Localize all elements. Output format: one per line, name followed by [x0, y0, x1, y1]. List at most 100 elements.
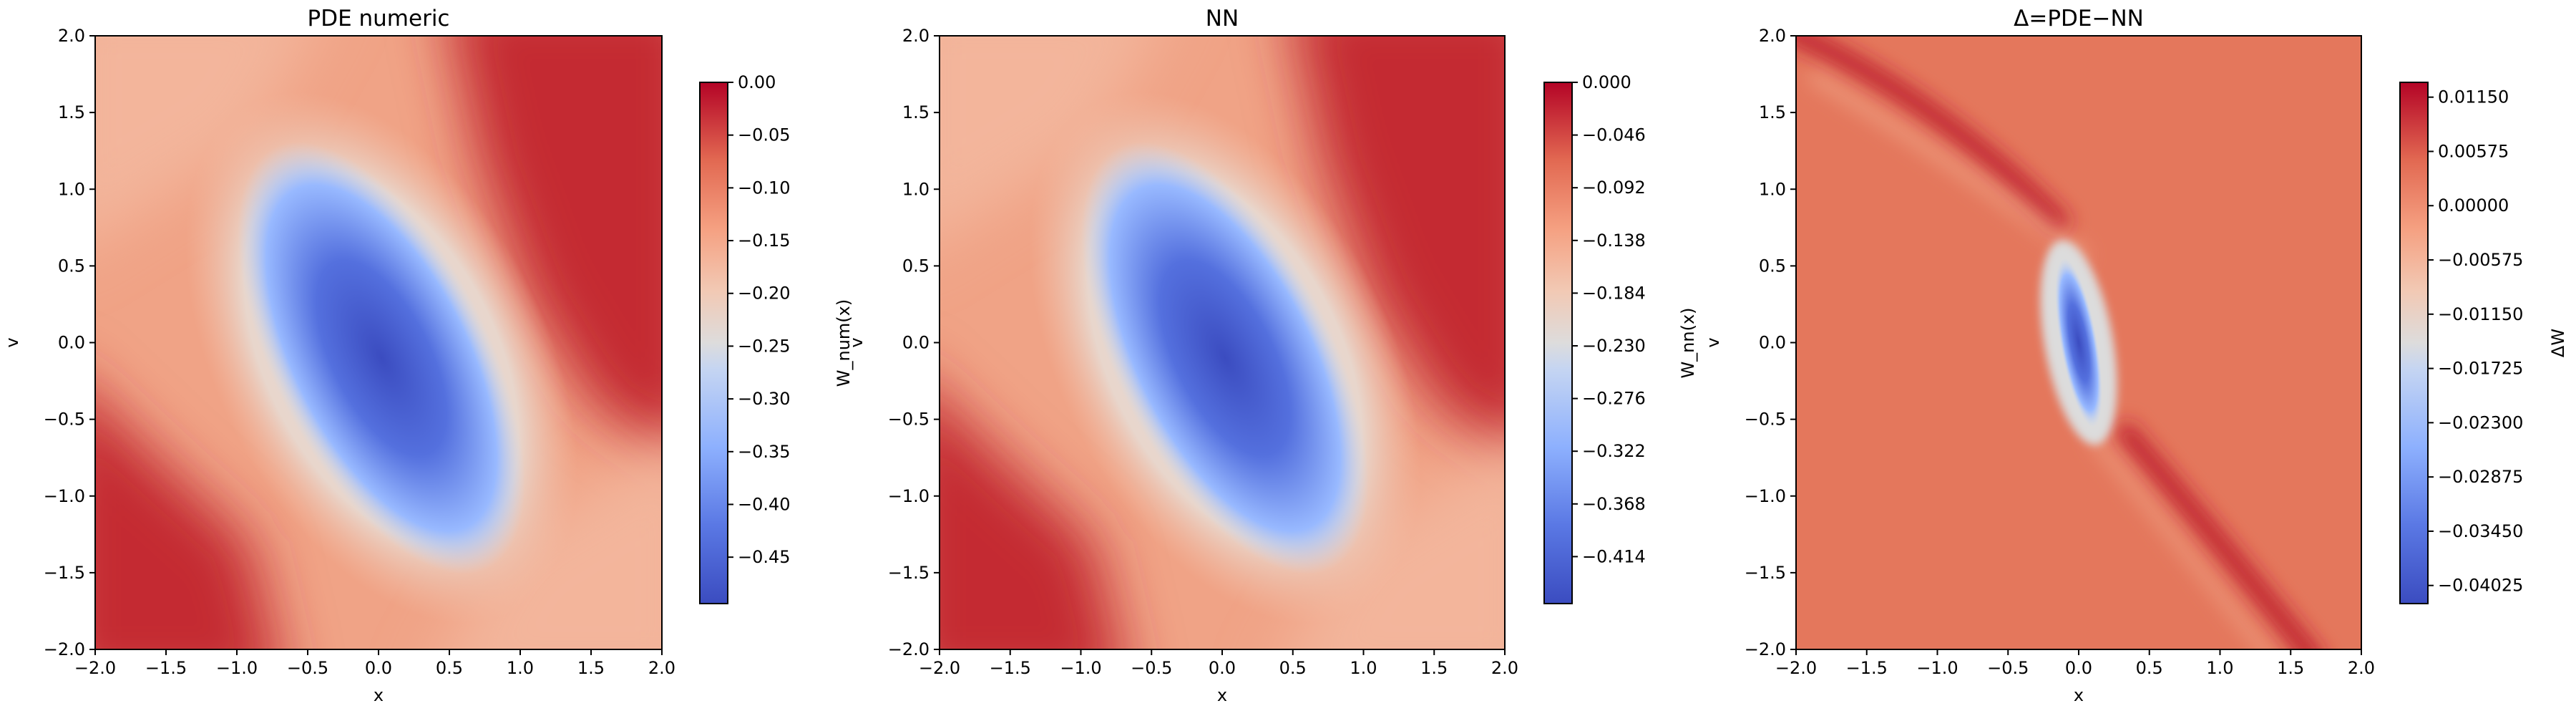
heatmap-core [2054, 258, 2103, 427]
y-tick-label: 0.0 [902, 333, 930, 353]
heatmap [940, 36, 1505, 649]
colorbar-tick-label: −0.322 [1582, 441, 1646, 461]
y-tick-label: −1.0 [1745, 486, 1786, 506]
y-tick-label: −0.5 [888, 410, 930, 430]
y-tick-label: 0.0 [58, 333, 85, 353]
y-axis-label: v [847, 337, 867, 347]
colorbar-tick-label: −0.00575 [2438, 250, 2523, 270]
y-tick-label: −0.5 [1745, 410, 1786, 430]
colorbar-tick-label: −0.40 [738, 494, 791, 514]
y-axis-label: v [2, 337, 22, 347]
x-tick-label: 0.0 [365, 658, 392, 678]
heatmap-streak [2089, 432, 2270, 649]
x-tick-label: 0.0 [2065, 658, 2092, 678]
colorbar-tick-label: −0.046 [1582, 125, 1646, 145]
heatmap-region [940, 36, 1155, 240]
heatmap-streak [2114, 420, 2319, 649]
x-tick-label: 1.0 [507, 658, 534, 678]
colorbar-tick-label: −0.02300 [2438, 412, 2523, 432]
y-tick-label: 1.5 [902, 102, 930, 122]
colorbar-tick-label: −0.368 [1582, 494, 1646, 514]
heatmap-streak [1796, 36, 2072, 234]
x-axis-label: x [1217, 685, 1227, 705]
x-tick-label: 1.5 [1420, 658, 1448, 678]
y-tick-label: 2.0 [1759, 26, 1786, 46]
x-tick-label: −0.5 [287, 658, 328, 678]
panel: Δ=PDE−NN −2.0 −1.5 −1.0 −0.5 0.0 0.5 1.0 1.5 2.0 −… [1703, 6, 2568, 705]
y-tick-label: 1.0 [1759, 179, 1786, 199]
colorbar-tick-label: −0.05 [738, 125, 791, 145]
colorbar-tick-label: −0.15 [738, 231, 791, 251]
x-tick-label: 2.0 [1491, 658, 1518, 678]
y-tick-label: −0.5 [44, 410, 85, 430]
x-tick-label: 0.5 [2136, 658, 2163, 678]
x-axis-label: x [2074, 685, 2084, 705]
y-tick-label: −2.0 [1745, 639, 1786, 659]
colorbar-tick-label: −0.01725 [2438, 359, 2523, 379]
heatmap-streak [1807, 69, 2089, 263]
x-tick-label: 1.5 [577, 658, 605, 678]
heatmap-region [95, 398, 276, 649]
colorbar-tick-label: −0.138 [1582, 231, 1646, 251]
colorbar-tick-label: −0.184 [1582, 283, 1646, 303]
panel: NN −2.0 −1.5 −1.0 −0.5 0.0 0.5 1.0 1.5 2.0 −2.0 −1.… [847, 6, 1698, 705]
y-tick-label: −1.0 [44, 486, 85, 506]
panel: PDE numeric −2.0 −1.5 −1.0 −0.5 0.0 0.5 1.0 1.5 2… [2, 6, 854, 705]
y-tick-label: −1.5 [44, 563, 85, 583]
colorbar [1543, 82, 1573, 604]
x-axis-label: x [374, 685, 384, 705]
heatmap-region [452, 36, 662, 453]
heatmap [95, 36, 662, 649]
x-tick-label: −1.0 [216, 658, 258, 678]
x-tick-label: 2.0 [648, 658, 675, 678]
colorbar-tick-label: 0.00575 [2438, 141, 2509, 161]
y-tick-label: 0.0 [1759, 333, 1786, 353]
chart-title: PDE numeric [308, 6, 450, 32]
colorbar-label: W_nn(x) [1678, 307, 1698, 378]
x-tick-label: −0.5 [1987, 658, 2029, 678]
y-tick-label: 1.5 [58, 102, 85, 122]
x-tick-label: 1.0 [2206, 658, 2233, 678]
colorbar-tick-label: −0.414 [1582, 546, 1646, 566]
y-tick-label: −1.5 [1745, 563, 1786, 583]
x-tick-label: −2.0 [919, 658, 960, 678]
colorbar-tick-label: −0.276 [1582, 389, 1646, 409]
x-tick-label: −2.0 [74, 658, 116, 678]
x-tick-label: −2.0 [1775, 658, 1817, 678]
colorbar-tick-label: −0.25 [738, 336, 791, 356]
colorbar-tick-label: −0.01150 [2438, 304, 2523, 324]
colorbar-tick-label: −0.04025 [2438, 576, 2523, 596]
x-tick-label: 1.5 [2277, 658, 2304, 678]
y-tick-label: 2.0 [58, 26, 85, 46]
colorbar-tick-label: −0.03450 [2438, 521, 2523, 541]
chart-title: Δ=PDE−NN [2014, 6, 2144, 32]
x-tick-label: −1.0 [1060, 658, 1101, 678]
colorbar-tick-label: −0.30 [738, 389, 791, 409]
y-tick-label: 0.5 [902, 256, 930, 276]
y-tick-label: 2.0 [902, 26, 930, 46]
y-tick-label: −1.0 [888, 486, 930, 506]
y-tick-label: −2.0 [44, 639, 85, 659]
y-tick-label: −1.5 [888, 563, 930, 583]
x-tick-label: 0.5 [1279, 658, 1307, 678]
heatmap-region [1295, 36, 1505, 453]
colorbar-tick-label: 0.00 [738, 72, 776, 92]
x-tick-label: 0.0 [1209, 658, 1236, 678]
x-tick-label: −1.5 [145, 658, 187, 678]
y-tick-label: 1.0 [58, 179, 85, 199]
colorbar-tick-label: −0.20 [738, 284, 791, 304]
colorbar-tick-label: −0.092 [1582, 178, 1646, 198]
heatmap-core [238, 142, 525, 574]
heatmap-region [95, 36, 311, 240]
x-tick-label: −1.0 [1916, 658, 1958, 678]
heatmap-region [940, 398, 1120, 649]
heatmap-core [1081, 142, 1369, 574]
y-tick-label: 0.5 [58, 256, 85, 276]
colorbar-tick-label: −0.230 [1582, 336, 1646, 356]
colorbar-tick-label: −0.02875 [2438, 467, 2523, 487]
x-tick-label: −0.5 [1131, 658, 1172, 678]
y-axis-label: v [1703, 337, 1723, 347]
colorbar-label: W_num(x) [834, 299, 854, 387]
colorbar-label: ΔW [2548, 329, 2568, 357]
